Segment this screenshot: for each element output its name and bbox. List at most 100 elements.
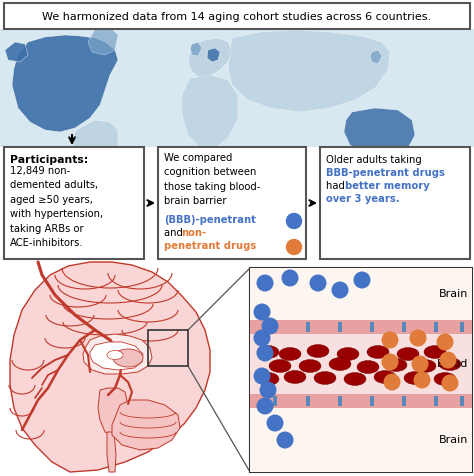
Text: had: had: [326, 181, 348, 191]
Ellipse shape: [284, 370, 306, 384]
Ellipse shape: [374, 370, 396, 384]
Circle shape: [382, 331, 399, 348]
FancyBboxPatch shape: [4, 147, 144, 259]
Bar: [250, 408, 472, 472]
Circle shape: [411, 356, 428, 373]
Circle shape: [437, 334, 454, 350]
Ellipse shape: [257, 346, 279, 358]
Bar: [370, 322, 374, 332]
Ellipse shape: [113, 349, 143, 367]
Polygon shape: [83, 334, 152, 374]
Bar: [250, 268, 472, 320]
Text: Older adults taking: Older adults taking: [326, 155, 422, 165]
Ellipse shape: [367, 346, 389, 358]
Ellipse shape: [344, 373, 366, 386]
Circle shape: [276, 432, 293, 448]
Circle shape: [286, 239, 301, 255]
Polygon shape: [190, 42, 202, 56]
Polygon shape: [90, 342, 143, 370]
FancyBboxPatch shape: [250, 268, 472, 472]
Text: Brain: Brain: [438, 289, 468, 299]
Bar: [250, 320, 472, 408]
Polygon shape: [228, 30, 390, 112]
FancyBboxPatch shape: [158, 147, 306, 259]
Polygon shape: [5, 42, 28, 62]
Ellipse shape: [257, 373, 279, 386]
Bar: [402, 396, 406, 406]
Ellipse shape: [385, 358, 407, 371]
Polygon shape: [10, 262, 210, 472]
Circle shape: [413, 371, 430, 388]
Ellipse shape: [307, 345, 329, 357]
Ellipse shape: [314, 371, 336, 385]
Bar: [460, 322, 464, 332]
Circle shape: [382, 354, 399, 370]
Bar: [250, 394, 472, 408]
Circle shape: [331, 281, 348, 298]
Circle shape: [254, 304, 271, 320]
Text: better memory: better memory: [345, 181, 430, 191]
Polygon shape: [88, 27, 118, 55]
Text: and: and: [164, 228, 186, 238]
Polygon shape: [98, 388, 128, 435]
Polygon shape: [12, 35, 118, 132]
Ellipse shape: [424, 346, 446, 358]
Bar: [434, 396, 438, 406]
Ellipse shape: [414, 359, 436, 373]
Circle shape: [441, 375, 458, 391]
Ellipse shape: [329, 357, 351, 370]
Polygon shape: [344, 108, 415, 155]
Ellipse shape: [299, 359, 321, 373]
Circle shape: [266, 415, 283, 432]
Polygon shape: [72, 120, 118, 172]
Text: We compared
cognition between
those taking blood-
brain barrier: We compared cognition between those taki…: [164, 153, 260, 206]
FancyBboxPatch shape: [320, 147, 470, 259]
Ellipse shape: [337, 347, 359, 360]
Bar: [250, 320, 472, 334]
Circle shape: [310, 275, 327, 291]
Ellipse shape: [357, 360, 379, 374]
Ellipse shape: [434, 373, 456, 386]
Text: Blood: Blood: [437, 359, 468, 369]
Bar: [273, 396, 277, 406]
Polygon shape: [188, 38, 232, 78]
Bar: [0, 29, 474, 147]
Polygon shape: [182, 75, 238, 148]
Circle shape: [286, 214, 301, 228]
Circle shape: [256, 397, 273, 415]
Circle shape: [254, 329, 271, 347]
Circle shape: [262, 317, 279, 335]
Circle shape: [383, 374, 401, 390]
Circle shape: [282, 269, 299, 287]
Bar: [338, 396, 342, 406]
Text: We harmonized data from 14 aging cohort studies across 6 countries.: We harmonized data from 14 aging cohort …: [43, 12, 431, 22]
Text: (BBB)-penetrant: (BBB)-penetrant: [164, 215, 256, 225]
Bar: [402, 322, 406, 332]
Ellipse shape: [397, 347, 419, 360]
Bar: [434, 322, 438, 332]
Text: non-: non-: [181, 228, 206, 238]
FancyBboxPatch shape: [4, 3, 470, 29]
Text: over 3 years.: over 3 years.: [326, 194, 400, 204]
Bar: [370, 396, 374, 406]
Polygon shape: [107, 432, 116, 472]
Polygon shape: [112, 400, 180, 450]
Ellipse shape: [439, 357, 461, 370]
Polygon shape: [207, 48, 220, 62]
Bar: [460, 396, 464, 406]
Ellipse shape: [269, 359, 291, 373]
Circle shape: [256, 345, 273, 361]
Text: penetrant drugs: penetrant drugs: [164, 241, 256, 251]
Circle shape: [256, 275, 273, 291]
Bar: [306, 322, 310, 332]
Circle shape: [410, 329, 427, 347]
Circle shape: [439, 351, 456, 368]
Text: Brain: Brain: [438, 435, 468, 445]
Circle shape: [354, 271, 371, 288]
Text: Participants:: Participants:: [10, 155, 88, 165]
Bar: [273, 322, 277, 332]
Circle shape: [254, 367, 271, 385]
Circle shape: [259, 381, 276, 398]
Bar: [338, 322, 342, 332]
Polygon shape: [370, 50, 382, 64]
